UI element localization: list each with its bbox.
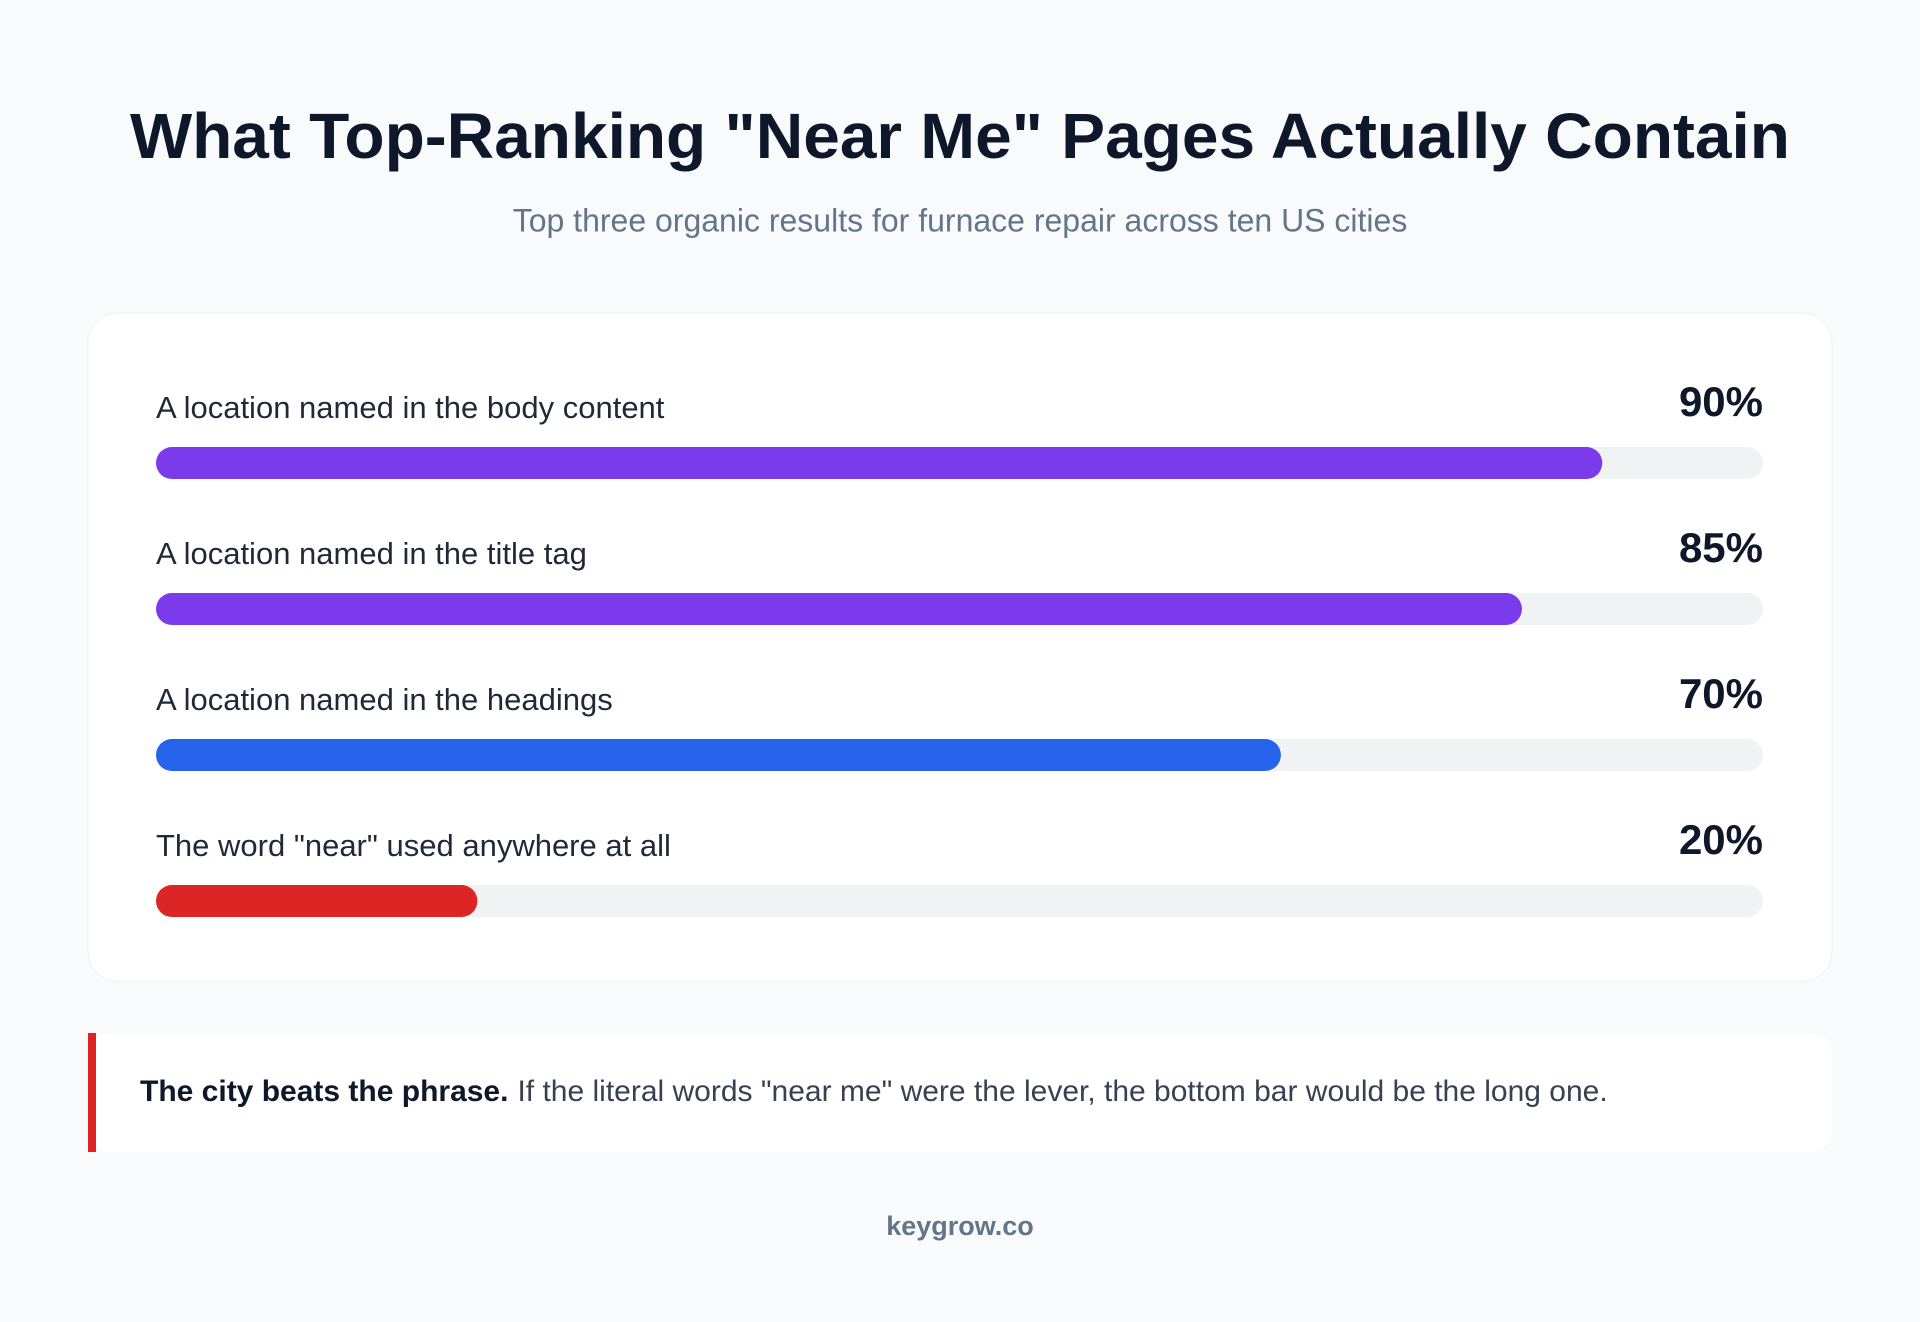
callout-body: If the literal words "near me" were the … [517, 1075, 1607, 1108]
value-label: 70% [1679, 670, 1763, 717]
chart-subtitle: Top three organic results for furnace re… [513, 202, 1408, 238]
bar-label: A location named in the title tag [156, 536, 587, 571]
footer: keygrow.co [886, 1211, 1034, 1241]
callout-lead: The city beats the phrase. [140, 1075, 508, 1108]
card [87, 312, 1833, 982]
bar [156, 593, 1522, 625]
value-label: 20% [1679, 816, 1763, 863]
bar-label: A location named in the headings [156, 682, 613, 717]
callout-text: The city beats the phrase. If the literal… [140, 1075, 1608, 1108]
callout [88, 1033, 1832, 1152]
value-label: 85% [1679, 524, 1763, 571]
chart-title: What Top-Ranking "Near Me" Pages Actuall… [130, 100, 1790, 172]
bar [156, 739, 1281, 771]
bar-label: A location named in the body content [156, 390, 665, 425]
bar-rows: A location named in the body content 90% A… [156, 378, 1763, 917]
bar-label: The word "near" used anywhere at all [156, 828, 671, 863]
bar [156, 447, 1603, 479]
callout-accent [88, 1033, 96, 1152]
bar-track [156, 885, 1763, 917]
value-label: 90% [1679, 378, 1763, 425]
bar [156, 885, 478, 917]
